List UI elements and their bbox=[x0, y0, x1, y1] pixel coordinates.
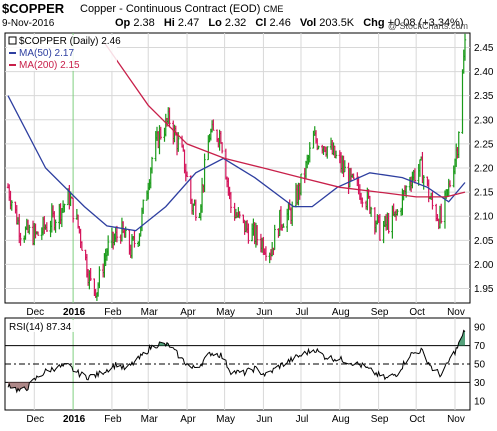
rsi-tick-label: 90 bbox=[474, 323, 486, 334]
rsi-tick-label: 50 bbox=[474, 360, 486, 371]
rsi-x-tick-label: 2016 bbox=[63, 414, 86, 425]
price-x-tick-label: Jun bbox=[256, 307, 272, 318]
rsi-x-tick-label: Feb bbox=[104, 414, 122, 425]
high-value: 2.47 bbox=[177, 17, 200, 29]
price-x-tick-label: Apr bbox=[180, 307, 196, 318]
watermark: @ StockCharts.com bbox=[388, 21, 468, 31]
open-label: Op bbox=[115, 17, 131, 29]
ma50-line bbox=[7, 95, 466, 232]
price-tick-label: 2.15 bbox=[474, 188, 494, 199]
volume-label: Vol bbox=[299, 17, 317, 29]
low-value: 2.32 bbox=[224, 17, 247, 29]
legend-box bbox=[7, 35, 117, 71]
rsi-x-tick-label: Aug bbox=[332, 414, 350, 425]
price-tick-label: 2.30 bbox=[474, 115, 494, 126]
legend-rsi: RSI(14) 87.34 bbox=[9, 322, 72, 333]
price-x-tick-label: May bbox=[216, 307, 235, 318]
rsi-x-tick-label: Oct bbox=[409, 414, 425, 425]
y-axis-labels: 1.95 2.00 2.05 2.10 2.15 2.20 2.25 2.30 2.35 2.40… bbox=[474, 43, 494, 407]
price-x-tick-label: Oct bbox=[409, 307, 425, 318]
price-tick-label: 1.95 bbox=[474, 284, 494, 295]
exchange: CME bbox=[263, 4, 284, 14]
quote-stats: Op 2.38 Hi 2.47 Lo 2.32 Cl 2.46 Vol 203.… bbox=[115, 17, 464, 29]
price-tick-label: 2.45 bbox=[474, 43, 494, 54]
rsi-x-tick-label: Jun bbox=[256, 414, 272, 425]
high-label: Hi bbox=[163, 17, 175, 29]
price-tick-label: 2.40 bbox=[474, 67, 494, 78]
rsi-series-line bbox=[7, 329, 466, 394]
price-tick-label: 2.05 bbox=[474, 236, 494, 247]
price-bars bbox=[6, 33, 467, 301]
price-x-tick-label: Nov bbox=[447, 307, 465, 318]
rsi-line bbox=[7, 329, 466, 394]
legend-ma200: MA(200) 2.15 bbox=[19, 60, 80, 71]
x-axis-labels: Dec Dec 2016 2016 Feb Feb Mar Mar Apr Apr May May Ju… bbox=[26, 307, 464, 425]
price-tick-label: 2.10 bbox=[474, 212, 494, 223]
price-x-tick-label: Aug bbox=[332, 307, 350, 318]
change-label: Chg bbox=[363, 17, 385, 29]
quote-date: 9-Nov-2016 bbox=[2, 18, 55, 29]
price-x-tick-label: Mar bbox=[141, 307, 159, 318]
price-x-tick-label: Jul bbox=[296, 307, 309, 318]
rsi-x-tick-label: Mar bbox=[141, 414, 159, 425]
price-x-tick-label: Feb bbox=[104, 307, 122, 318]
legend-ma50: MA(50) 2.17 bbox=[19, 48, 74, 59]
close-value: 2.46 bbox=[269, 17, 291, 29]
price-tick-label: 2.25 bbox=[474, 139, 494, 150]
change-value: +0.08 (+3.34%) bbox=[387, 17, 464, 29]
price-x-tick-label: Sep bbox=[371, 307, 389, 318]
close-label: Cl bbox=[255, 17, 267, 29]
rsi-x-tick-label: Apr bbox=[180, 414, 196, 425]
low-label: Lo bbox=[208, 17, 222, 29]
price-x-tick-label: Dec bbox=[26, 307, 44, 318]
volume-value: 203.5K bbox=[319, 17, 355, 29]
rsi-x-tick-label: Nov bbox=[447, 414, 465, 425]
ma200-line bbox=[103, 42, 466, 198]
price-x-tick-label: 2016 bbox=[63, 307, 86, 318]
legend-swatch-price bbox=[8, 36, 17, 45]
moving-averages bbox=[7, 42, 466, 232]
rsi-x-tick-label: May bbox=[216, 414, 235, 425]
legend-price: $COPPER (Daily) 2.46 bbox=[19, 36, 121, 47]
rsi-legend-box bbox=[7, 320, 87, 332]
rsi-x-tick-label: Dec bbox=[26, 414, 44, 425]
rsi-x-tick-label: Jul bbox=[296, 414, 309, 425]
rsi-tick-label: 10 bbox=[474, 396, 486, 407]
legends: $COPPER (Daily) 2.46 MA(50) 2.17 MA(200)… bbox=[7, 35, 121, 333]
price-tick-label: 2.20 bbox=[474, 164, 494, 175]
rsi-grid bbox=[5, 318, 470, 410]
symbol: $COPPER bbox=[2, 1, 65, 16]
rsi-x-tick-label: Sep bbox=[371, 414, 389, 425]
rsi-tick-label: 30 bbox=[474, 378, 486, 389]
price-tick-label: 2.00 bbox=[474, 260, 494, 271]
rsi-tick-label: 70 bbox=[474, 341, 486, 352]
price-tick-label: 2.35 bbox=[474, 91, 494, 102]
instrument-title: Copper - Continuous Contract (EOD) bbox=[80, 3, 261, 15]
instrument-name: Copper - Continuous Contract (EOD) CME bbox=[80, 3, 283, 15]
open-value: 2.38 bbox=[133, 17, 155, 29]
